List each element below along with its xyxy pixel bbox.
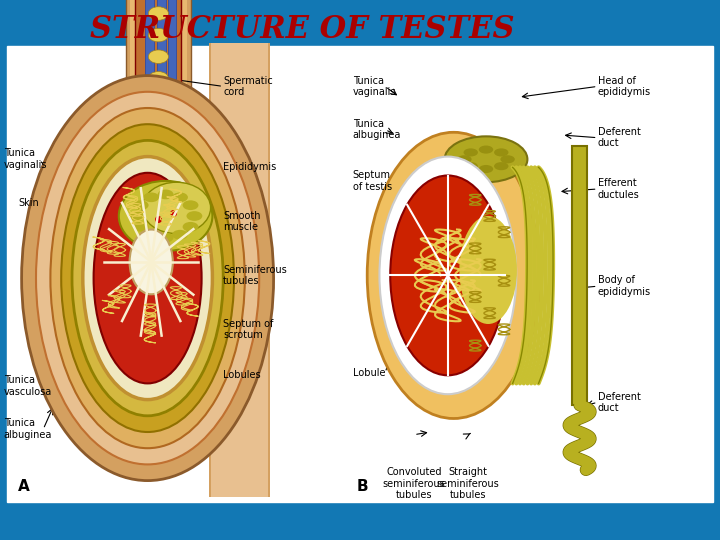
Ellipse shape [148,115,168,129]
Ellipse shape [132,222,148,232]
Ellipse shape [143,192,159,202]
Ellipse shape [445,137,528,183]
Text: Lobule: Lobule [353,368,385,377]
Ellipse shape [464,162,478,170]
Ellipse shape [500,156,515,163]
Text: Head of
epididymis: Head of epididymis [598,76,651,97]
Ellipse shape [148,71,168,85]
Text: STRUCTURE OF TESTES: STRUCTURE OF TESTES [90,14,515,45]
FancyBboxPatch shape [168,0,176,138]
Ellipse shape [390,176,505,375]
Ellipse shape [464,148,478,157]
Ellipse shape [494,162,508,170]
Text: Convoluted
seminiferous
tubules: Convoluted seminiferous tubules [382,467,446,500]
Ellipse shape [158,190,174,199]
Ellipse shape [183,200,199,210]
Ellipse shape [367,132,540,418]
Ellipse shape [50,108,245,448]
Ellipse shape [172,192,188,202]
Ellipse shape [119,181,212,251]
Ellipse shape [148,93,168,107]
Ellipse shape [142,183,211,233]
Text: Body of
epididymis: Body of epididymis [598,275,651,297]
Ellipse shape [72,140,223,416]
Ellipse shape [183,222,199,232]
Text: Deferent
duct: Deferent duct [598,127,641,148]
FancyBboxPatch shape [7,46,713,502]
Ellipse shape [379,157,516,394]
Ellipse shape [148,50,168,63]
Ellipse shape [459,216,517,324]
Text: Straight
seminiferous
tubules: Straight seminiferous tubules [436,467,500,500]
Text: Epididymis: Epididymis [223,163,276,172]
Text: Smooth
muscle: Smooth muscle [223,211,261,232]
Text: Tunica
albuginea: Tunica albuginea [353,119,401,140]
Ellipse shape [61,124,234,432]
Ellipse shape [148,6,168,20]
Ellipse shape [22,76,274,481]
FancyBboxPatch shape [145,0,154,138]
Text: Deferent
duct: Deferent duct [598,392,641,413]
Ellipse shape [130,230,173,294]
Ellipse shape [129,211,145,221]
Ellipse shape [83,157,212,400]
Text: Septum of
scrotum: Septum of scrotum [223,319,274,340]
Ellipse shape [186,211,202,221]
Text: Efferent
ductules: Efferent ductules [598,178,639,200]
Ellipse shape [172,230,188,240]
Ellipse shape [148,28,168,42]
Text: Tunica
vasculosa: Tunica vasculosa [4,375,52,397]
Ellipse shape [36,92,259,464]
Text: Seminiferous
tubules: Seminiferous tubules [223,265,287,286]
Text: B: B [356,480,368,495]
Ellipse shape [494,148,508,157]
Ellipse shape [132,200,148,210]
FancyBboxPatch shape [157,0,166,138]
FancyBboxPatch shape [135,0,181,143]
Text: A: A [18,480,30,495]
Ellipse shape [158,233,174,242]
FancyBboxPatch shape [126,0,191,148]
FancyBboxPatch shape [130,0,187,146]
Text: Tunica
vaginalis: Tunica vaginalis [353,76,396,97]
Ellipse shape [94,173,202,383]
Ellipse shape [143,230,159,240]
Text: Tunica
albuginea: Tunica albuginea [4,418,52,440]
Text: Skin: Skin [18,198,39,207]
Text: Spermatic
cord: Spermatic cord [223,76,273,97]
Text: Septum
of testis: Septum of testis [353,170,392,192]
Ellipse shape [457,156,472,163]
Ellipse shape [479,146,493,154]
Text: Tunica
vaginalis: Tunica vaginalis [4,148,47,170]
FancyBboxPatch shape [209,43,270,497]
FancyBboxPatch shape [572,146,587,405]
Ellipse shape [479,165,493,173]
Text: Lobules: Lobules [223,370,261,380]
FancyBboxPatch shape [211,43,268,497]
